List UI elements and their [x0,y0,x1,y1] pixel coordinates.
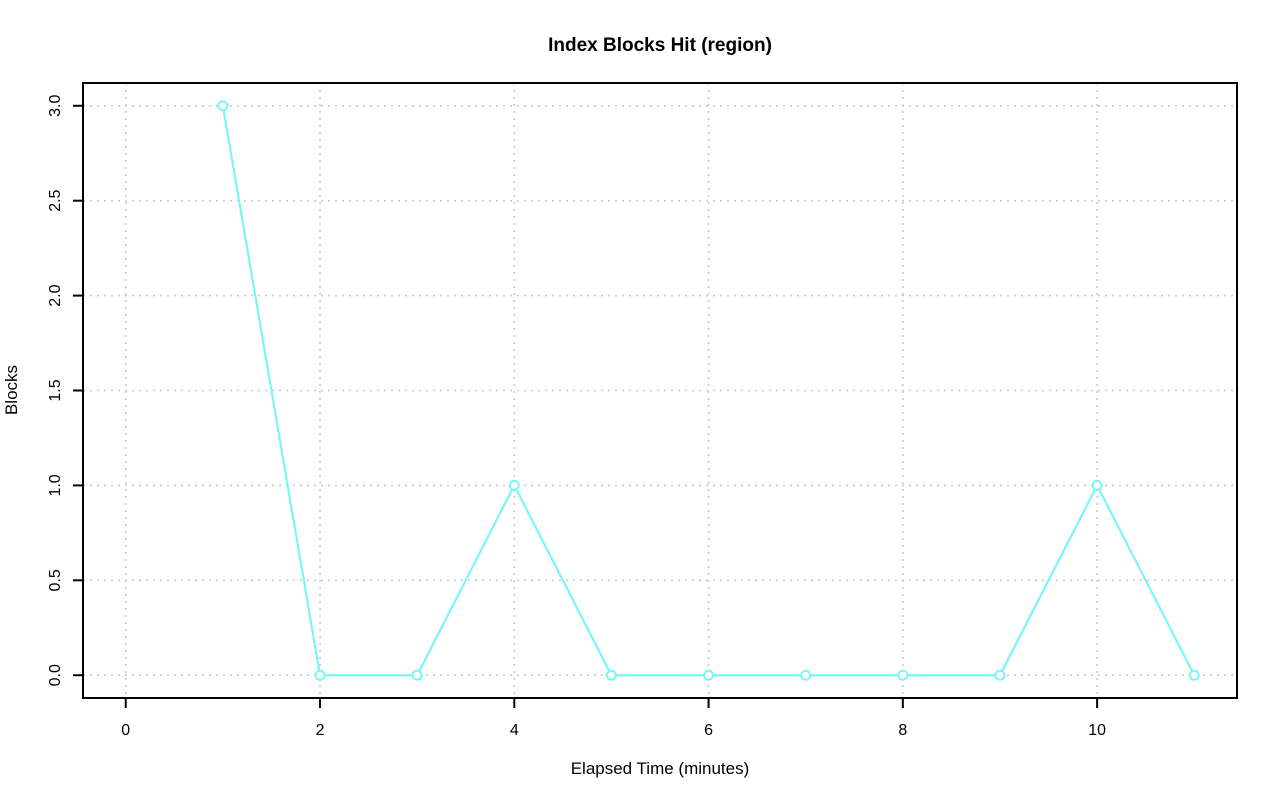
y-axis-label: Blocks [2,365,21,415]
y-tick-label: 1.0 [47,474,64,496]
gridlines [83,83,1237,698]
x-tick-label: 6 [704,722,713,739]
y-tick-label: 0.0 [47,664,64,686]
x-tick-label: 10 [1088,722,1106,739]
x-axis-ticks: 0 2 4 6 8 10 [121,698,1106,739]
y-tick-label: 0.5 [47,569,64,591]
data-point [314,669,326,681]
data-point [897,669,909,681]
data-point [605,669,617,681]
plot-border [82,82,1238,699]
data-point [1091,479,1103,491]
data-series [217,100,1200,681]
x-tick-label: 4 [510,722,519,739]
data-point [703,669,715,681]
data-point [994,669,1006,681]
y-tick-label: 3.0 [47,95,64,117]
x-tick-label: 0 [121,722,130,739]
x-tick-label: 8 [898,722,907,739]
data-point [800,669,812,681]
y-tick-label: 2.0 [47,284,64,306]
x-axis-label: Elapsed Time (minutes) [571,759,750,778]
data-point [411,669,423,681]
y-axis-ticks: 0.0 0.5 1.0 1.5 2.0 2.5 3.0 [47,95,83,686]
y-tick-label: 1.5 [47,379,64,401]
data-point [1188,669,1200,681]
data-point [508,479,520,491]
data-point [217,100,229,112]
x-tick-label: 2 [316,722,325,739]
y-tick-label: 2.5 [47,189,64,211]
series-line [221,104,1196,677]
chart-title: Index Blocks Hit (region) [548,35,772,56]
